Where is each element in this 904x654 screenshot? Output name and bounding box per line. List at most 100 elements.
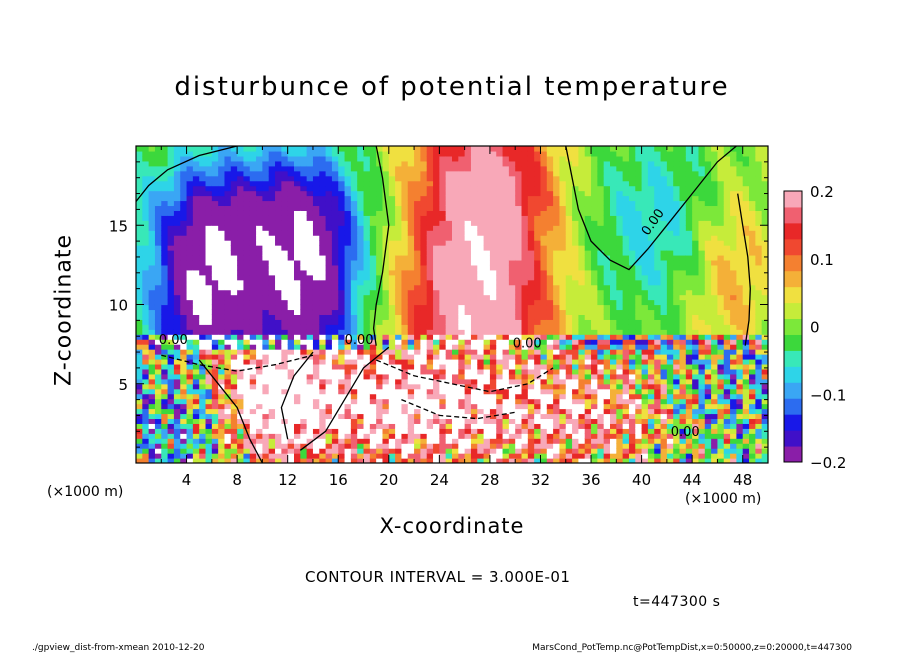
heatmap-cell: [483, 373, 491, 380]
heatmap-cell: [616, 324, 624, 330]
heatmap-cell: [148, 235, 156, 241]
heatmap-cell: [218, 274, 226, 281]
heatmap-cell: [281, 368, 289, 375]
heatmap-cell: [515, 438, 523, 444]
heatmap-cell: [262, 195, 270, 202]
heatmap-cell: [199, 146, 207, 152]
heatmap-cell: [192, 373, 200, 380]
heatmap-cell: [540, 205, 548, 211]
heatmap-cell: [597, 438, 605, 444]
heatmap-cell: [584, 190, 592, 197]
heatmap-cell: [515, 289, 523, 296]
heatmap-cell: [287, 423, 295, 429]
heatmap-cell: [439, 428, 447, 434]
heatmap-cell: [224, 314, 232, 320]
heatmap-cell: [616, 155, 624, 162]
heatmap-cell: [287, 334, 295, 340]
heatmap-cell: [382, 383, 390, 390]
heatmap-cell: [148, 254, 156, 261]
heatmap-cell: [401, 433, 409, 439]
heatmap-cell: [508, 185, 516, 192]
heatmap-cell: [192, 334, 200, 340]
heatmap-cell: [622, 259, 630, 266]
heatmap-cell: [559, 170, 567, 177]
heatmap-cell: [616, 264, 624, 271]
heatmap-cell: [521, 314, 529, 320]
heatmap-cell: [249, 195, 257, 202]
heatmap-cell: [306, 170, 314, 177]
heatmap-cell: [464, 150, 472, 157]
heatmap-cell: [211, 388, 219, 395]
heatmap-cell: [237, 165, 245, 172]
heatmap-cell: [433, 319, 440, 325]
heatmap-cell: [572, 363, 579, 370]
heatmap-cell: [306, 324, 314, 330]
heatmap-cell: [578, 378, 586, 385]
heatmap-cell: [559, 299, 567, 306]
heatmap-cell: [597, 205, 605, 211]
heatmap-cell: [186, 398, 194, 405]
heatmap-cell: [401, 240, 409, 246]
heatmap-cell: [534, 408, 542, 415]
heatmap-cell: [199, 215, 207, 221]
heatmap-cell: [597, 180, 605, 187]
heatmap-cell: [470, 289, 478, 296]
heatmap-cell: [312, 160, 320, 167]
heatmap-cell: [616, 304, 624, 311]
heatmap-cell: [237, 160, 245, 167]
heatmap-cell: [268, 200, 276, 207]
heatmap-cell: [553, 339, 561, 345]
heatmap-cell: [230, 146, 238, 152]
heatmap-cell: [369, 368, 377, 375]
heatmap-cell: [142, 443, 150, 449]
heatmap-cell: [483, 210, 491, 216]
heatmap-cell: [502, 250, 510, 256]
heatmap-cell: [578, 274, 586, 281]
heatmap-cell: [230, 230, 238, 236]
heatmap-cell: [527, 146, 535, 152]
heatmap-cell: [312, 403, 320, 410]
heatmap-cell: [154, 383, 162, 390]
heatmap-cell: [319, 408, 327, 415]
heatmap-cell: [262, 324, 270, 330]
heatmap-cell: [521, 403, 529, 410]
heatmap-cell: [508, 453, 516, 459]
heatmap-cell: [489, 284, 497, 291]
heatmap-cell: [597, 398, 605, 405]
heatmap-cell: [483, 403, 491, 410]
heatmap-cell: [610, 423, 617, 429]
heatmap-cell: [395, 215, 403, 221]
heatmap-cell: [136, 423, 143, 429]
heatmap-cell: [553, 160, 561, 167]
heatmap-cell: [515, 279, 523, 286]
heatmap-cell: [230, 220, 238, 226]
heatmap-cell: [470, 334, 478, 340]
heatmap-cell: [281, 344, 289, 350]
heatmap-cell: [154, 250, 162, 256]
heatmap-cell: [572, 324, 579, 330]
heatmap-cell: [483, 215, 491, 221]
heatmap-cell: [249, 403, 257, 410]
heatmap-cell: [275, 339, 282, 345]
heatmap-cell: [287, 393, 295, 400]
heatmap-cell: [148, 274, 156, 281]
heatmap-cell: [553, 304, 561, 311]
heatmap-cell: [218, 329, 226, 335]
heatmap-cell: [325, 294, 333, 301]
heatmap-cell: [180, 294, 188, 301]
heatmap-cell: [401, 428, 409, 434]
heatmap-cell: [426, 428, 434, 434]
heatmap-cell: [464, 289, 472, 296]
heatmap-cell: [167, 388, 175, 395]
heatmap-cell: [502, 165, 510, 172]
heatmap-cell: [420, 334, 428, 340]
heatmap-cell: [540, 160, 548, 167]
heatmap-cell: [376, 383, 384, 390]
heatmap-cell: [610, 245, 617, 251]
heatmap-cell: [363, 354, 371, 360]
heatmap-cell: [388, 334, 396, 340]
heatmap-cell: [464, 230, 472, 236]
heatmap-cell: [628, 453, 636, 459]
heatmap-cell: [287, 299, 295, 306]
heatmap-cell: [534, 259, 542, 266]
